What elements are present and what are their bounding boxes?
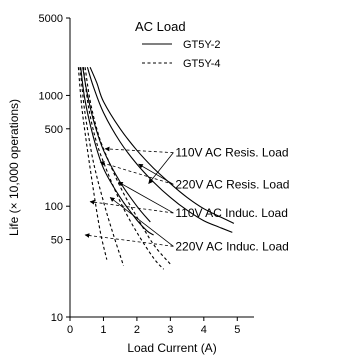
annotation-label-1: 220V AC Resis. Load [175, 177, 289, 191]
curve-solid-2 [82, 67, 151, 223]
x-tick-label: 3 [167, 324, 173, 336]
x-tick-label: 4 [201, 324, 207, 336]
curve-dashed-1 [82, 67, 165, 270]
curve-solid-3 [80, 67, 154, 236]
y-tick-label: 100 [45, 201, 63, 213]
x-tick-label: 1 [100, 324, 106, 336]
annotation-arrow-3-1 [84, 233, 174, 247]
legend-entry-label: GT5Y-4 [183, 58, 221, 70]
axes: 0 1 2 3 4 5 10 50 100 500 1000 5000 Load Current (A)… [7, 13, 254, 355]
annotation-label-2: 110V AC Induc. Load [175, 206, 288, 220]
x-tick-label: 5 [234, 324, 240, 336]
x-axis-title: Load Current (A) [127, 341, 216, 355]
annotation-label-0: 110V AC Resis. Load [175, 146, 288, 160]
annotation-arrow-1-0 [138, 163, 174, 185]
y-tick-label: 1000 [39, 90, 63, 102]
annotation-arrow-0-0 [148, 152, 174, 184]
annotation-arrow-1-1 [99, 161, 174, 185]
y-tick-label: 10 [51, 312, 63, 324]
annotation-arrow-0-1 [104, 146, 174, 154]
curve-dashed-3 [77, 67, 108, 260]
y-axis-title: Life (× 10,000 operations) [7, 99, 21, 236]
legend: AC Load GT5Y-2 GT5Y-4 [135, 19, 221, 70]
y-tick-label: 500 [45, 124, 63, 136]
legend-entry-label: GT5Y-2 [183, 39, 221, 51]
y-tick-label: 50 [51, 235, 63, 247]
curves [77, 66, 235, 270]
curve-solid-0 [89, 66, 235, 224]
legend-title: AC Load [135, 19, 186, 34]
curve-dashed-0 [84, 67, 171, 265]
annotation-arrow-3-0 [109, 197, 174, 247]
curve-solid-1 [86, 67, 233, 233]
x-tick-label: 0 [67, 324, 73, 336]
annotation-label-3: 220V AC Induc. Load [175, 239, 288, 253]
y-tick-label: 5000 [39, 13, 63, 25]
annotation-arrow-2-0 [118, 181, 174, 214]
x-tick-label: 2 [134, 324, 140, 336]
annotations: 110V AC Resis. Load 220V AC Resis. Load 11… [84, 146, 289, 253]
curve-dashed-2 [79, 67, 125, 266]
